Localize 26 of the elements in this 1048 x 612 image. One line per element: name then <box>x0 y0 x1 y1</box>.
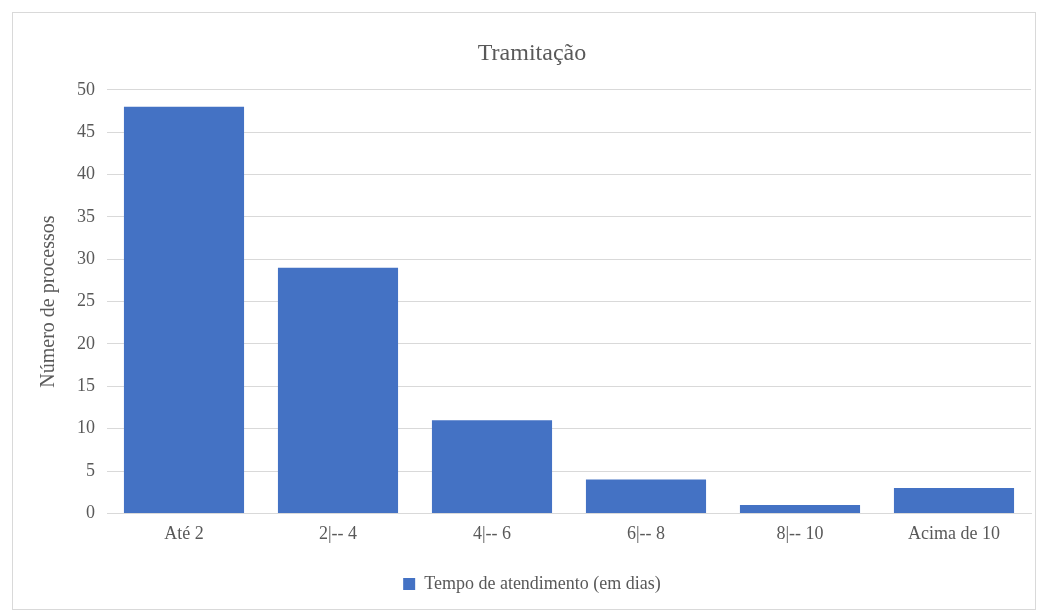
y-tick-label: 45 <box>77 120 95 141</box>
bar <box>277 267 399 513</box>
x-tick-label: Acima de 10 <box>908 522 1000 543</box>
y-tick-label: 20 <box>77 332 95 353</box>
y-tick-label: 30 <box>77 247 95 268</box>
y-tick-label: 50 <box>77 78 95 99</box>
chart-title: Tramitação <box>477 38 587 65</box>
y-tick-label: 15 <box>77 375 95 396</box>
y-tick-label: 35 <box>77 205 95 226</box>
bar <box>893 487 1015 513</box>
bar <box>123 106 245 513</box>
y-tick-label: 0 <box>86 502 95 523</box>
bar <box>431 420 553 513</box>
x-tick-label: Até 2 <box>164 522 204 543</box>
x-tick-label: 6|-- 8 <box>626 522 666 543</box>
x-tick-label: 4|-- 6 <box>472 522 512 543</box>
bar <box>739 504 861 513</box>
y-tick-label: 5 <box>86 459 95 480</box>
y-axis-title: Número de processos <box>36 215 60 388</box>
y-tick-label: 40 <box>77 163 95 184</box>
y-tick-label: 10 <box>77 417 95 438</box>
x-tick-label: 8|-- 10 <box>776 522 824 543</box>
x-tick-label: 2|-- 4 <box>318 522 358 543</box>
legend-label: Tempo de atendimento (em dias) <box>424 572 661 594</box>
bar <box>585 479 707 513</box>
y-tick-label: 25 <box>77 290 95 311</box>
